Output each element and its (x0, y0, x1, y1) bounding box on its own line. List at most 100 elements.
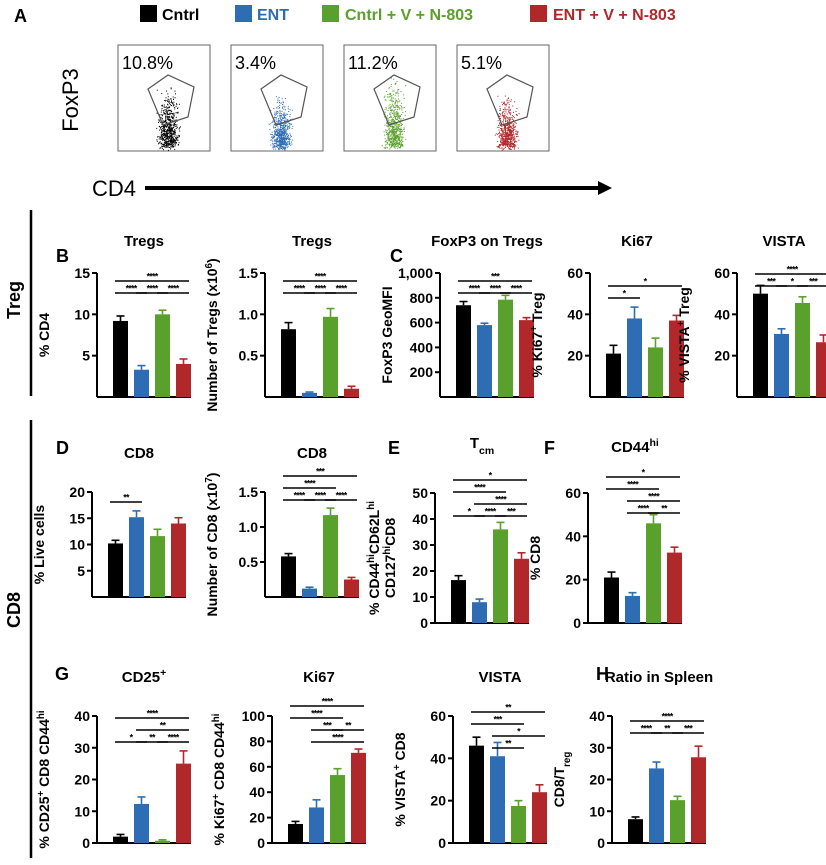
text-segment: % VISTA (676, 326, 692, 383)
flow-event-dot (289, 113, 291, 115)
flow-event-dot (273, 140, 275, 142)
flow-event-dot (158, 122, 159, 123)
flow-event-dot (280, 130, 282, 132)
flow-event-dot (288, 121, 290, 122)
flow-event-dot (282, 107, 283, 109)
y-axis-label: % VISTA+ Treg (676, 287, 693, 383)
flow-event-dot (287, 137, 289, 139)
flow-event-dot (172, 134, 174, 136)
flow-event-dot (289, 138, 291, 140)
flow-event-dot (504, 140, 506, 141)
flow-event-dot (391, 144, 393, 146)
flow-event-dot (402, 141, 404, 143)
bar-cntrl-v-n-803 (323, 316, 338, 397)
flow-event-dot (393, 114, 395, 116)
flow-event-dot (404, 115, 406, 117)
flow-event-dot (501, 149, 503, 151)
flow-event-dot (278, 142, 280, 144)
flow-event-dot (172, 140, 174, 142)
flow-event-dot (281, 118, 283, 120)
flow-event-dot (168, 99, 170, 101)
flow-event-dot (163, 104, 165, 106)
flow-event-dot (505, 135, 507, 137)
flow-event-dot (279, 146, 281, 148)
flow-event-dot (502, 142, 503, 144)
flow-event-dot (162, 118, 163, 120)
flow-event-dot (505, 124, 507, 126)
flow-event-dot (271, 134, 273, 135)
flow-event-dot (173, 138, 175, 140)
flow-event-dot (504, 144, 506, 146)
panel-letter-f: F (544, 438, 555, 458)
flow-event-dot (504, 104, 506, 106)
flow-event-dot (163, 129, 165, 131)
flow-event-dot (387, 110, 389, 111)
flow-event-dot (287, 119, 289, 120)
text-segment: CD62L (366, 509, 382, 554)
flow-event-dot (395, 135, 397, 137)
flow-event-dot (387, 137, 389, 139)
flow-event-dot (391, 108, 393, 110)
flow-event-dot (174, 140, 176, 142)
flow-event-dot (282, 139, 284, 140)
flow-event-dot (395, 132, 397, 134)
flow-event-dot (506, 135, 508, 137)
flow-event-dot (284, 137, 285, 139)
flow-event-dot (274, 133, 276, 135)
chart-title: Tregs (292, 233, 332, 250)
flow-event-dot (170, 110, 172, 112)
flow-event-dot (383, 114, 385, 116)
flow-event-dot (165, 118, 167, 120)
flow-event-dot (387, 136, 389, 138)
flow-event-dot (505, 131, 506, 133)
flow-event-dot (273, 117, 275, 119)
flow-event-dot (176, 138, 177, 140)
flow-event-dot (397, 114, 398, 116)
flow-event-dot (167, 145, 169, 147)
chart-title: Ratio in Spleen (605, 669, 713, 686)
flow-event-dot (164, 124, 166, 126)
flow-event-dot (497, 134, 499, 136)
flow-event-dot (283, 114, 285, 116)
y-axis-label: % VISTA+ CD8 (392, 732, 409, 826)
flow-event-dot (507, 102, 509, 104)
flow-event-dot (504, 132, 506, 134)
flow-event-dot (390, 111, 392, 113)
flow-event-dot (506, 140, 508, 142)
flow-event-dot (166, 141, 168, 142)
flow-event-dot (166, 132, 168, 133)
flow-event-dot (276, 125, 278, 127)
text-segment: CD8 (124, 445, 154, 462)
flow-event-dot (164, 125, 166, 127)
flow-event-dot (511, 137, 513, 139)
flow-event-dot (169, 144, 171, 146)
flow-event-dot (156, 127, 158, 129)
text-segment: CD8 (297, 445, 327, 462)
flow-event-dot (402, 112, 404, 113)
flow-event-dot (510, 126, 512, 128)
flow-event-dot (396, 126, 398, 128)
flow-event-dot (288, 126, 289, 128)
flow-event-dot (160, 138, 162, 140)
flow-event-dot (172, 137, 173, 138)
flow-event-dot (508, 112, 510, 114)
flow-event-dot (507, 141, 509, 142)
flow-event-dot (280, 139, 282, 141)
flow-event-dot (172, 133, 174, 135)
flow-event-dot (391, 126, 393, 128)
flow-event-dot (387, 135, 389, 137)
flow-event-dot (172, 120, 174, 122)
flow-event-dot (285, 133, 287, 135)
flow-event-dot (160, 128, 162, 130)
flow-event-dot (401, 105, 403, 107)
flow-event-dot (398, 116, 399, 118)
flow-event-dot (387, 124, 389, 126)
flow-event-dot (508, 100, 510, 102)
flow-event-dot (156, 112, 158, 114)
flow-event-dot (272, 140, 273, 142)
flow-event-dot (512, 138, 514, 140)
flow-event-dot (393, 110, 395, 112)
flow-event-dot (272, 120, 274, 122)
flow-event-dot (286, 124, 288, 126)
significance-label: **** (315, 284, 327, 294)
